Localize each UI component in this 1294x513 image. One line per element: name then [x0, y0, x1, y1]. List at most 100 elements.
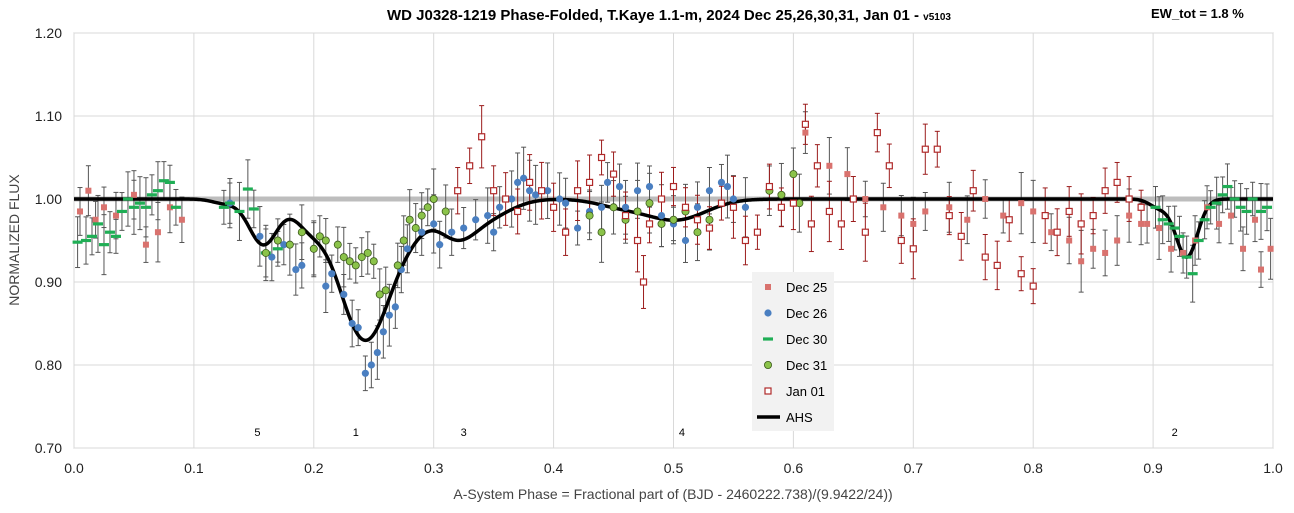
point-dec-30	[116, 209, 127, 214]
point-dec-25	[802, 129, 809, 136]
point-jan-01	[561, 228, 570, 236]
point-dec-25	[76, 208, 83, 215]
point-dec-31	[657, 219, 666, 228]
point-dec-26	[490, 228, 498, 236]
point-dec-26	[520, 174, 528, 182]
point-jan-01	[1005, 216, 1013, 224]
point-jan-01	[609, 170, 618, 178]
point-dec-31	[777, 190, 786, 199]
event-label-1: 1	[353, 427, 359, 439]
point-dec-25	[1156, 225, 1163, 232]
point-dec-26	[348, 319, 356, 328]
point-dec-30	[140, 205, 151, 209]
legend-marker-jan-01	[764, 387, 772, 395]
legend-box	[752, 272, 834, 431]
point-dec-30	[158, 179, 169, 183]
point-dec-26	[705, 187, 714, 195]
point-dec-30	[242, 187, 253, 191]
point-dec-30	[1241, 209, 1252, 214]
point-dec-26	[693, 203, 702, 211]
point-jan-01	[633, 236, 642, 245]
point-dec-25	[1000, 212, 1007, 219]
point-jan-01	[645, 220, 654, 228]
point-dec-25	[910, 220, 917, 227]
point-dec-30	[1247, 197, 1258, 201]
point-dec-25	[1168, 245, 1175, 252]
point-dec-31	[441, 207, 450, 216]
x-tick-label: 0.0	[64, 460, 84, 476]
chart-title: WD J0328-1219 Phase-Folded, T.Kaye 1.1-m…	[387, 7, 951, 24]
point-jan-01	[837, 220, 845, 228]
point-dec-25	[922, 208, 929, 215]
point-dec-30	[134, 201, 145, 205]
point-dec-26	[298, 261, 306, 269]
legend-marker-dec-26	[764, 309, 772, 317]
point-dec-26	[603, 178, 612, 186]
point-dec-30	[122, 197, 133, 201]
point-dec-30	[80, 238, 91, 243]
x-axis-label: A-System Phase = Fractional part of (BJD…	[453, 486, 892, 502]
event-label-4: 4	[679, 427, 685, 439]
point-dec-30	[1163, 222, 1174, 226]
point-jan-01	[514, 207, 522, 216]
point-dec-26	[361, 369, 369, 377]
point-dec-30	[170, 205, 181, 209]
x-tick-label: 0.8	[1023, 460, 1043, 476]
legend: Dec 25 Dec 26 Dec 30 Dec 31 Jan 01 AHS	[752, 272, 834, 431]
point-jan-01	[765, 182, 774, 191]
point-dec-26	[573, 224, 582, 232]
point-dec-31	[363, 248, 372, 257]
legend-label-ahs: AHS	[786, 410, 813, 425]
point-jan-01	[801, 120, 809, 128]
point-dec-30	[146, 193, 157, 197]
point-jan-01	[693, 216, 702, 224]
point-dec-30	[1235, 205, 1246, 209]
point-dec-26	[430, 220, 438, 228]
x-tick-label: 0.2	[304, 460, 324, 476]
point-dec-25	[1216, 220, 1223, 227]
point-dec-30	[1193, 238, 1204, 243]
legend-label-dec-30: Dec 30	[786, 332, 827, 347]
point-dec-25	[880, 204, 887, 211]
point-dec-26	[379, 328, 387, 336]
point-dec-31	[423, 203, 432, 212]
point-dec-31	[309, 244, 318, 253]
point-dec-26	[460, 224, 468, 232]
point-dec-25	[1066, 237, 1073, 244]
point-dec-26	[717, 178, 726, 186]
x-tick-label: 0.4	[544, 460, 564, 476]
legend-marker-dec-25	[765, 284, 771, 290]
y-tick-label: 1.10	[35, 108, 62, 124]
point-dec-25	[1267, 245, 1274, 252]
point-jan-01	[945, 212, 953, 220]
point-dec-26	[403, 245, 411, 253]
point-dec-25	[1252, 216, 1259, 223]
point-dec-26	[385, 311, 393, 319]
point-dec-31	[597, 228, 606, 237]
point-dec-31	[405, 215, 414, 224]
point-dec-26	[256, 232, 264, 240]
legend-marker-dec-31	[764, 360, 773, 369]
point-dec-26	[496, 203, 504, 211]
point-dec-31	[693, 228, 702, 237]
point-dec-31	[705, 215, 714, 224]
point-dec-30	[1262, 205, 1273, 209]
point-dec-31	[633, 207, 642, 216]
point-dec-25	[130, 191, 137, 198]
point-dec-25	[1144, 220, 1151, 227]
point-jan-01	[1089, 212, 1097, 220]
point-dec-25	[85, 187, 92, 194]
point-jan-01	[1113, 178, 1121, 186]
point-dec-30	[1150, 205, 1161, 209]
point-jan-01	[873, 129, 881, 137]
point-dec-31	[261, 248, 270, 257]
point-dec-25	[92, 216, 99, 223]
point-dec-26	[729, 195, 738, 203]
point-dec-30	[1205, 205, 1216, 209]
point-dec-30	[1217, 193, 1228, 197]
point-dec-31	[669, 215, 678, 224]
point-jan-01	[657, 195, 666, 203]
point-dec-26	[292, 265, 300, 274]
point-dec-30	[248, 207, 259, 211]
point-dec-30	[218, 205, 229, 209]
